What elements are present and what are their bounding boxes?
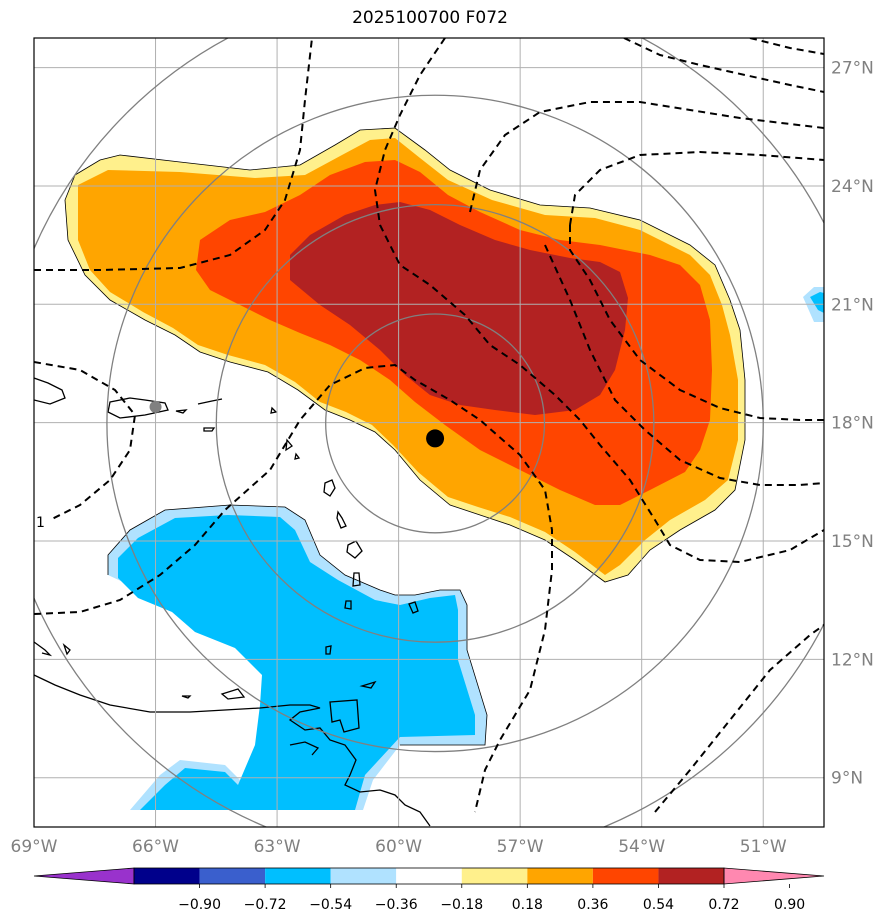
contour-line: [34, 38, 313, 271]
coastline-dominica: [336, 510, 347, 529]
colorbar-upper-extension: [723, 867, 825, 885]
coastline-anguilla: [270, 406, 278, 414]
coastlines: [34, 377, 431, 827]
map-title: 2025100700 F072: [352, 8, 508, 28]
east-edge-deep-sky-blue: [810, 292, 824, 313]
latitude-tick-label: 12°N: [831, 650, 874, 670]
map-frame: [33, 37, 825, 828]
contour-line: [749, 38, 824, 55]
colorbar-labels: −0.90 −0.72 −0.54 −0.36 −0.18 0.18 0.36 0.54 0.7…: [178, 897, 805, 913]
negative-outline: [107, 504, 488, 746]
colorbar-segment: [134, 868, 200, 884]
colorbar-tick-label: −0.36: [375, 897, 418, 913]
coastline-antigua: [285, 438, 293, 452]
contour-line: [544, 244, 824, 486]
coastline-trinidad: [329, 699, 360, 733]
dark-red-shade: [290, 202, 628, 415]
coastline-martinique: [346, 540, 363, 559]
latitude-tick-label: 18°N: [831, 414, 874, 434]
map-plot-area: 1: [34, 38, 824, 827]
coastline-barbados: [408, 601, 419, 614]
colorbar-lower-extension: [33, 867, 135, 885]
coastline-guadeloupe: [323, 479, 336, 497]
longitude-tick-label: 54°W: [618, 837, 665, 857]
colorbar-segment: [658, 868, 724, 884]
contour-line: [469, 101, 824, 213]
colorbar-segment: [265, 868, 331, 884]
longitude-tick-label: 63°W: [254, 837, 301, 857]
contour-line: [569, 150, 824, 226]
range-ring: [106, 94, 764, 753]
contour-line: [373, 38, 824, 564]
deep-sky-blue-shade: [118, 515, 475, 810]
colorbar-segment: [199, 868, 266, 884]
coastline-puerto-rico: [107, 397, 169, 419]
colorbar-segment: [396, 868, 462, 884]
colorbar-tick-label: 0.72: [708, 897, 739, 913]
graticule: [34, 38, 824, 827]
coastline-tobago: [359, 680, 377, 689]
range-rings: [34, 38, 824, 827]
colorbar: [33, 867, 825, 888]
longitude-tick-label: 66°W: [132, 837, 179, 857]
colorbar-segment: [461, 868, 528, 884]
longitude-tick-label: 57°W: [497, 837, 544, 857]
coastline-orinoco-delta: [289, 741, 320, 756]
colorbar-tick-label: 0.90: [774, 897, 805, 913]
latitude-tick-label: 15°N: [831, 532, 874, 552]
longitude-tick-label: 51°W: [740, 837, 787, 857]
latitude-tick-label: 24°N: [831, 177, 874, 197]
contour-line: [34, 361, 137, 521]
coastline-st-lucia: [352, 572, 361, 587]
range-ring: [325, 313, 546, 534]
coastline-curacao: [62, 643, 71, 656]
coastline-aruba: [34, 641, 53, 657]
contour-line: [34, 363, 553, 813]
colorbar-tick-label: −0.18: [440, 897, 483, 913]
contour-label: 1: [36, 515, 45, 531]
coastline-bonaire: [181, 695, 192, 699]
colorbar-frame: [133, 867, 725, 885]
dashed-contours: [34, 38, 824, 813]
colorbar-tick-label: −0.72: [244, 897, 287, 913]
contour-line: [654, 624, 824, 813]
coastline-virgin-islands: [197, 398, 223, 405]
colorbar-tick-label: −0.90: [178, 897, 221, 913]
colorbar-segment: [527, 868, 593, 884]
longitude-labels: 69°W 66°W 63°W 60°W 57°W 54°W 51°W: [11, 837, 787, 857]
negative-anomaly-field: [108, 287, 824, 810]
coastline-montserrat: [294, 452, 301, 460]
coastline-vieques: [175, 409, 188, 414]
latitude-labels: 9°N 12°N 15°N 18°N 21°N 24°N 27°N: [831, 59, 874, 789]
longitude-tick-label: 69°W: [11, 837, 58, 857]
coastline-st-vincent: [344, 600, 352, 610]
coastline-south-america: [34, 674, 431, 827]
latitude-tick-label: 27°N: [831, 59, 874, 79]
latitude-tick-label: 9°N: [831, 769, 863, 789]
coastline-hispaniola-east: [34, 377, 66, 405]
colorbar-tick-label: 0.18: [512, 897, 543, 913]
colorbar-tick-label: 0.36: [577, 897, 608, 913]
coastline-grenada: [325, 645, 332, 655]
range-ring: [215, 203, 655, 643]
storm-center-marker: [426, 429, 445, 448]
colorbar-tick-label: −0.54: [309, 897, 352, 913]
latitude-tick-label: 21°N: [831, 295, 874, 315]
contour-line: [623, 38, 824, 93]
colorbar-segment: [330, 868, 397, 884]
coastline-margarita: [220, 688, 246, 700]
longitude-tick-label: 60°W: [375, 837, 422, 857]
colorbar-tick-label: 0.54: [643, 897, 674, 913]
coastline-st-croix: [203, 427, 216, 432]
reference-location-marker: [149, 400, 162, 413]
contour-line: [569, 225, 824, 421]
colorbar-segment: [592, 868, 659, 884]
